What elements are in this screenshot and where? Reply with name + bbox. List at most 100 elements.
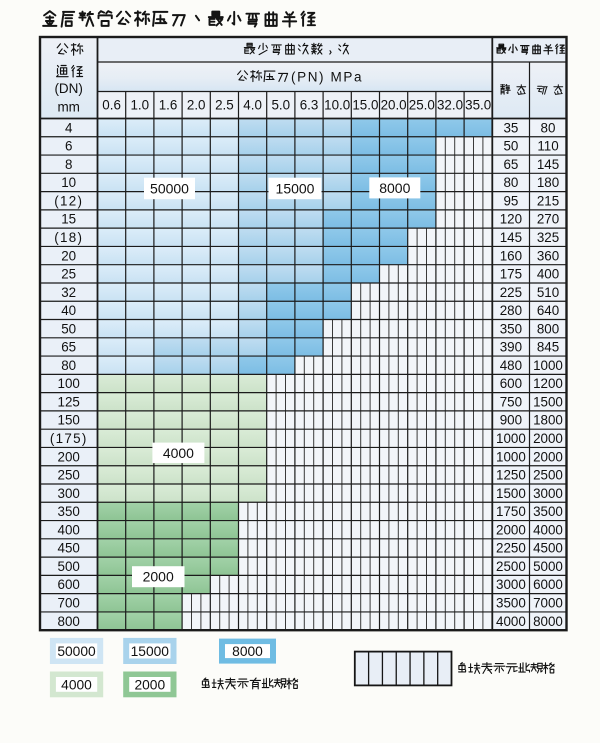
svg-text:15000: 15000 [276,180,315,196]
svg-text:640: 640 [537,303,559,318]
svg-text:2000: 2000 [143,569,174,585]
svg-text:(175): (175) [50,431,88,446]
svg-text:145: 145 [537,157,559,172]
svg-text:mm: mm [57,100,80,115]
svg-text:350: 350 [500,321,522,336]
svg-text:(DN): (DN) [54,81,83,96]
svg-text:50000: 50000 [150,180,189,196]
svg-text:150: 150 [58,413,80,428]
svg-text:50: 50 [61,321,76,336]
svg-text:25: 25 [61,267,76,282]
svg-text:40: 40 [61,303,76,318]
svg-text:510: 510 [537,285,559,300]
svg-text:2000: 2000 [533,431,563,446]
svg-text:1750: 1750 [496,504,526,519]
svg-text:65: 65 [503,157,518,172]
svg-text:400: 400 [58,522,80,537]
svg-text:1000: 1000 [496,431,526,446]
svg-text:1000: 1000 [496,449,526,464]
svg-text:80: 80 [541,120,556,135]
svg-text:32.0: 32.0 [437,98,463,113]
svg-text:350: 350 [58,504,80,519]
svg-text:1500: 1500 [496,486,526,501]
svg-text:180: 180 [537,175,559,190]
svg-text:2250: 2250 [496,541,526,556]
svg-text:35: 35 [503,120,518,135]
svg-text:32: 32 [61,285,76,300]
svg-text:390: 390 [500,340,522,355]
svg-text:1200: 1200 [533,376,563,391]
svg-text:280: 280 [500,303,522,318]
svg-text:1250: 1250 [496,468,526,483]
svg-text:5000: 5000 [533,559,563,574]
svg-text:4.0: 4.0 [243,98,262,113]
svg-text:160: 160 [500,248,522,263]
svg-text:(PN) MPa: (PN) MPa [291,70,363,85]
svg-text:110: 110 [537,139,558,154]
svg-text:7000: 7000 [533,596,563,611]
svg-text:3000: 3000 [496,577,526,592]
svg-text:1500: 1500 [533,395,563,410]
svg-text:4000: 4000 [533,522,563,537]
svg-text:400: 400 [537,267,559,282]
svg-text:215: 215 [537,193,559,208]
svg-text:4500: 4500 [533,541,563,556]
svg-text:1.6: 1.6 [159,98,178,113]
svg-text:2500: 2500 [496,559,526,574]
svg-text:50000: 50000 [57,644,96,659]
svg-text:8: 8 [65,157,72,172]
svg-text:15000: 15000 [131,644,170,659]
svg-text:2000: 2000 [533,449,563,464]
svg-text:600: 600 [500,376,522,391]
svg-text:8000: 8000 [232,644,263,659]
svg-text:4000: 4000 [496,614,526,629]
svg-text:(18): (18) [54,230,83,245]
svg-text:360: 360 [537,248,559,263]
svg-text:4: 4 [65,120,73,135]
svg-text:95: 95 [503,193,518,208]
svg-text:20.0: 20.0 [381,98,407,113]
svg-text:700: 700 [58,596,80,611]
svg-text:1000: 1000 [533,358,563,373]
svg-text:(12): (12) [54,193,83,208]
svg-text:4000: 4000 [163,445,194,461]
svg-text:10: 10 [61,175,76,190]
svg-text:250: 250 [58,468,80,483]
svg-text:2500: 2500 [533,468,563,483]
svg-text:8000: 8000 [379,180,410,196]
svg-text:6.3: 6.3 [300,98,319,113]
svg-text:1.0: 1.0 [130,98,149,113]
svg-text:800: 800 [537,321,559,336]
svg-text:65: 65 [61,340,76,355]
svg-text:1800: 1800 [533,413,563,428]
svg-text:145: 145 [500,230,522,245]
svg-text:600: 600 [58,577,80,592]
svg-text:480: 480 [500,358,522,373]
svg-text:750: 750 [500,395,522,410]
svg-text:2000: 2000 [496,522,526,537]
svg-text:125: 125 [58,395,80,410]
svg-text:270: 270 [537,212,559,227]
svg-text:15.0: 15.0 [352,98,378,113]
svg-text:100: 100 [58,376,80,391]
svg-text:20: 20 [61,248,76,263]
svg-text:225: 225 [500,285,522,300]
svg-text:25.0: 25.0 [409,98,435,113]
svg-text:5.0: 5.0 [271,98,290,113]
svg-text:2.0: 2.0 [187,98,206,113]
svg-text:10.0: 10.0 [324,98,350,113]
svg-text:6: 6 [65,139,72,154]
svg-text:8000: 8000 [533,614,563,629]
svg-text:80: 80 [503,175,518,190]
svg-text:80: 80 [61,358,76,373]
svg-text:2.5: 2.5 [215,98,234,113]
svg-text:800: 800 [58,614,80,629]
svg-text:3500: 3500 [533,504,563,519]
svg-text:325: 325 [537,230,559,245]
svg-text:120: 120 [500,212,522,227]
svg-text:450: 450 [58,541,80,556]
svg-text:3000: 3000 [533,486,563,501]
svg-text:500: 500 [58,559,80,574]
svg-text:3500: 3500 [496,596,526,611]
svg-text:2000: 2000 [134,677,165,692]
